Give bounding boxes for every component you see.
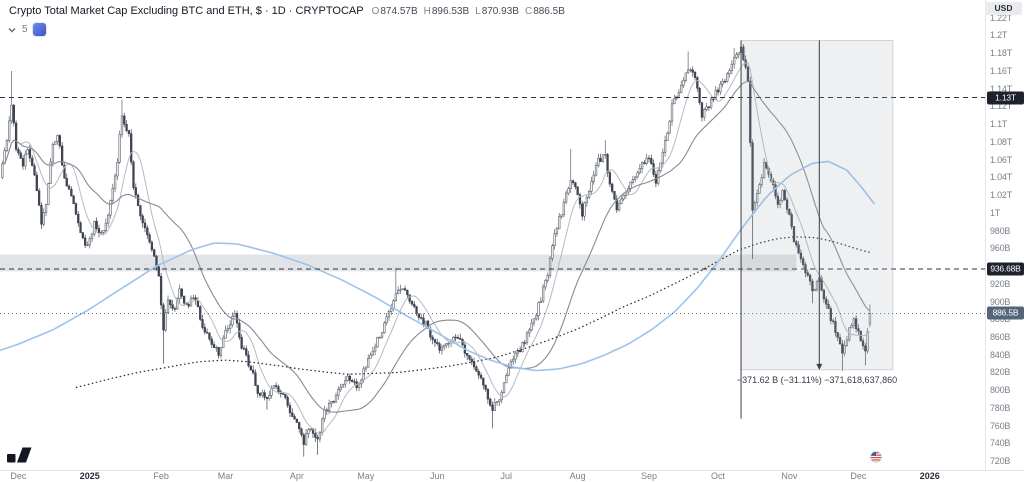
price-axis[interactable]: 1.22T 1.2T 1.18T 1.16T 1.14T 1.12T 1.1T 1.08T 1.… — [985, 0, 1024, 470]
low-label: L — [475, 6, 481, 17]
price-tick-label: 980B — [990, 225, 1011, 236]
price-tick-label: 1.22T — [990, 12, 1013, 23]
time-tick-label: Feb — [153, 471, 169, 481]
ma-mid-line[interactable] — [4, 80, 871, 413]
symbol-title[interactable]: Crypto Total Market Cap Excluding BTC an… — [9, 5, 364, 17]
price-tick-label: 1.2T — [990, 30, 1008, 41]
price-tick-label: 800B — [990, 385, 1011, 396]
price-tick-label: 1.12T — [990, 101, 1013, 112]
price-tick-label: 1.02T — [990, 190, 1013, 201]
price-tick-label: 860B — [990, 331, 1011, 342]
price-tick-label: 1.04T — [990, 172, 1013, 183]
price-line-badge: 936.68B — [987, 262, 1024, 276]
ma-fast-line[interactable] — [4, 62, 871, 435]
ma-dotted-line[interactable] — [75, 236, 873, 389]
ma-blue-line[interactable] — [0, 160, 876, 372]
open-value: 874.57B — [380, 6, 418, 17]
price-tick-label: 900B — [990, 296, 1011, 307]
price-tick-label: 720B — [990, 456, 1011, 467]
measure-label: −371.62 B (−31.11%) −371,618,637,860 — [736, 374, 898, 385]
high-value: 896.53B — [431, 6, 470, 17]
indicator-count: 5 — [22, 24, 28, 35]
time-tick-label: Oct — [711, 471, 726, 481]
time-tick-label: Jun — [430, 471, 445, 481]
price-tick-label: 820B — [990, 367, 1011, 378]
price-tick-label: 960B — [990, 243, 1011, 254]
price-tick-label: 1.06T — [990, 154, 1013, 165]
price-tick-label: 1.18T — [990, 48, 1013, 59]
time-tick-label: 2025 — [79, 471, 100, 481]
us-flag-icon — [870, 451, 882, 463]
price-tick-label: 920B — [990, 278, 1011, 289]
economic-event-icon[interactable] — [870, 451, 882, 463]
time-tick-label: Apr — [289, 471, 304, 481]
time-tick-label: Dec — [10, 471, 27, 481]
price-range-measurement[interactable] — [740, 40, 894, 419]
candlestick-chart[interactable] — [0, 0, 985, 470]
ohlc-values: O 874.57B H 896.53B L 870.93B C 886.5B — [372, 6, 565, 17]
price-line-badge: 1.13T — [987, 91, 1024, 105]
price-tick-label: 840B — [990, 349, 1011, 360]
time-tick-label: May — [357, 471, 375, 481]
chart-plot-area[interactable]: −371.62 B (−31.11%) −371,618,637,860 — [0, 0, 985, 470]
chevron-down-icon[interactable] — [7, 25, 17, 35]
price-tick-label: 1.14T — [990, 83, 1013, 94]
close-label: C — [524, 6, 533, 17]
last-price-badge: 886.5B — [987, 306, 1024, 320]
horizontal-zone[interactable] — [0, 254, 797, 272]
indicators-row[interactable]: 5 — [7, 23, 46, 36]
time-tick-label: Sep — [640, 471, 657, 481]
time-tick-label: Jul — [500, 471, 513, 481]
open-label: O — [371, 6, 380, 17]
price-tick-label: 1.08T — [990, 136, 1013, 147]
tradingview-logo[interactable] — [7, 447, 35, 464]
time-tick-label: Mar — [217, 471, 234, 481]
currency-toggle-button[interactable]: USD — [985, 2, 1022, 15]
close-value: 886.5B — [533, 6, 565, 17]
price-tick-label: 1.16T — [990, 65, 1013, 76]
time-tick-label: Nov — [781, 471, 798, 481]
time-tick-label: Dec — [850, 471, 867, 481]
low-value: 870.93B — [481, 6, 519, 17]
price-tick-label: 780B — [990, 402, 1011, 413]
high-label: H — [423, 6, 431, 17]
time-tick-label: 2026 — [919, 471, 940, 481]
candles-layer — [1, 40, 872, 457]
price-tick-label: 760B — [990, 420, 1011, 431]
time-tick-label: Aug — [569, 471, 586, 481]
price-tick-label: 1T — [990, 207, 1001, 218]
price-tick-label: 1.1T — [990, 119, 1008, 130]
symbol-legend[interactable]: Crypto Total Market Cap Excluding BTC an… — [9, 5, 565, 17]
time-axis[interactable]: Dec 2025 Feb Mar Apr May Jun Jul Aug Sep Oct Nov Dec… — [0, 470, 1024, 482]
tradingview-logo-icon — [7, 447, 32, 463]
price-tick-label: 740B — [990, 438, 1011, 449]
indicator-icon[interactable] — [32, 23, 46, 36]
